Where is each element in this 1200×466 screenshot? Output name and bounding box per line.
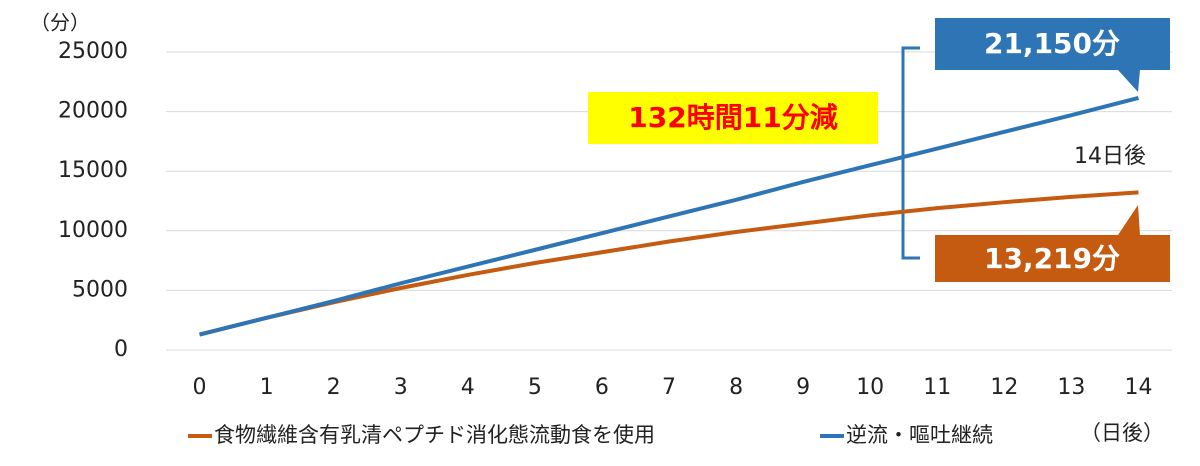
y-unit-label: （分） [30,11,90,35]
y-tick-label: 0 [114,337,128,362]
y-tick-label: 15000 [58,158,128,183]
x-tick-label: 0 [193,375,207,400]
bracket [901,46,920,260]
y-tick-label: 10000 [58,218,128,243]
x-tick-label: 8 [729,375,743,400]
x-tick-label: 7 [662,375,676,400]
x-tick-label: 11 [923,375,951,400]
x-tick-label: 6 [595,375,609,400]
orange-callout-label: 13,219分 [984,242,1120,275]
x-tick-label: 13 [1057,375,1085,400]
legend-label: 食物繊維含有乳清ペプチド消化態流動食を使用 [214,423,655,447]
x-tick-label: 10 [856,375,884,400]
difference-box [588,92,878,144]
x-tick-label: 14 [1124,375,1152,400]
y-tick-label: 25000 [58,39,128,64]
difference-label: 132時間11分減 [628,101,837,134]
day-label: 14日後 [1074,144,1146,169]
x-tick-label: 5 [528,375,542,400]
x-tick-label: 2 [327,375,341,400]
x-tick-label: 9 [796,375,810,400]
orange-callout [935,205,1170,282]
x-unit-label: （日後） [1080,421,1164,445]
x-tick-label: 3 [394,375,408,400]
series-line [199,95,1139,337]
blue-callout-label: 21,150分 [984,27,1120,60]
y-tick-label: 20000 [58,99,128,124]
x-tick-label: 1 [260,375,274,400]
x-tick-label: 12 [990,375,1018,400]
legend-label: 逆流・嘔吐継続 [846,423,993,447]
series-line [199,190,1139,337]
blue-callout [935,18,1170,92]
x-tick-label: 4 [461,375,475,400]
y-tick-label: 5000 [72,277,128,302]
